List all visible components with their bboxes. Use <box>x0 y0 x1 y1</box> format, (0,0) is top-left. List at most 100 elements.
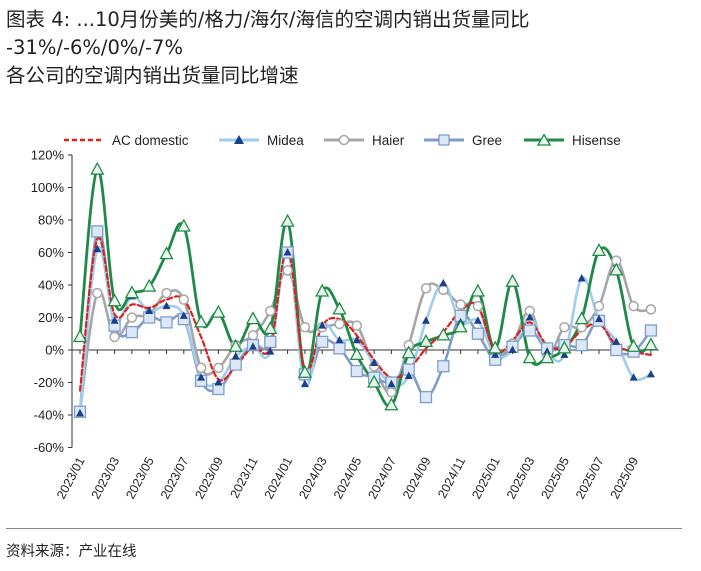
point-gree <box>471 327 485 340</box>
point-hisense <box>643 337 658 351</box>
point-hisense <box>315 283 330 297</box>
x-tick-label: 2023/09 <box>192 455 226 502</box>
point-hisense <box>367 374 382 388</box>
x-tick-label: 2023/03 <box>89 455 123 502</box>
x-tick-label: 2024/05 <box>331 455 365 502</box>
point-hisense <box>72 329 88 343</box>
point-haier <box>299 322 311 333</box>
point-haier <box>247 330 259 341</box>
point-midea <box>560 350 569 358</box>
point-hisense <box>591 243 607 257</box>
series-line-haier <box>78 259 653 414</box>
point-gree <box>419 390 433 404</box>
y-tick-label: 60% <box>38 245 64 260</box>
point-hisense <box>418 334 434 348</box>
point-haier <box>109 331 120 343</box>
point-hisense <box>626 338 641 352</box>
point-haier <box>472 300 484 312</box>
point-gree <box>316 335 329 349</box>
legend-label-ac-domestic: AC domestic <box>112 132 189 148</box>
y-tick-label: -60% <box>34 440 65 455</box>
x-tick-label: 2024/01 <box>262 455 296 502</box>
legend-label-midea: Midea <box>267 132 304 148</box>
title-line-3: 各公司的空调内销出货量同比增速 <box>6 64 299 87</box>
point-hisense <box>280 213 295 227</box>
legend-label-hisense: Hisense <box>572 132 621 148</box>
point-gree <box>523 324 536 337</box>
legend-item-hisense: Hisense <box>522 131 621 149</box>
point-hisense <box>211 304 226 318</box>
y-tick-label: -40% <box>34 408 65 423</box>
point-hisense <box>540 350 555 364</box>
point-hisense <box>505 273 520 287</box>
point-hisense <box>142 278 157 292</box>
point-midea <box>629 373 638 381</box>
chart-title: 图表 4: ...10月份美的/格力/海尔/海信的空调内销出货量同比 -31%/… <box>6 6 696 90</box>
point-gree <box>125 325 139 339</box>
point-gree <box>264 335 277 349</box>
x-tick-label: 2025/03 <box>504 455 538 502</box>
point-gree <box>575 338 588 352</box>
point-midea <box>387 379 396 388</box>
point-hisense <box>436 327 451 341</box>
point-gree <box>644 324 658 337</box>
y-tick-label: 0% <box>45 343 64 358</box>
x-tick-label: 2024/09 <box>400 455 434 502</box>
point-gree <box>350 364 363 378</box>
point-midea <box>404 371 413 379</box>
point-hisense <box>124 285 139 299</box>
x-tick-label: 2025/09 <box>608 455 642 502</box>
y-tick-label: 20% <box>38 310 64 325</box>
point-hisense <box>574 311 589 325</box>
point-midea <box>179 311 188 319</box>
point-midea <box>300 379 309 388</box>
legend-item-midea: Midea <box>217 131 304 149</box>
point-midea <box>370 358 379 366</box>
point-hisense <box>159 246 174 260</box>
point-hisense <box>401 345 416 359</box>
legend-item-ac-domestic: AC domestic <box>62 131 189 149</box>
point-haier <box>334 318 345 330</box>
series-line-hisense <box>78 168 653 408</box>
legend-swatch-gree <box>424 134 464 146</box>
point-midea <box>162 301 171 310</box>
legend-item-haier: Haier <box>322 131 404 149</box>
point-hisense <box>470 283 485 297</box>
legend-swatch-ac-domestic <box>64 138 104 142</box>
legend-swatch-hisense <box>524 133 564 146</box>
point-haier <box>265 305 276 317</box>
point-haier <box>126 312 138 323</box>
point-hisense <box>194 314 209 328</box>
point-hisense <box>332 301 347 315</box>
point-hisense <box>522 350 537 364</box>
x-tick-label: 2025/01 <box>469 455 503 502</box>
y-tick-label: -20% <box>34 375 65 390</box>
point-midea <box>145 306 154 314</box>
point-hisense <box>609 262 624 276</box>
point-haier <box>438 284 449 296</box>
point-midea <box>231 352 240 360</box>
legend-label-haier: Haier <box>372 132 405 148</box>
point-gree <box>229 358 242 371</box>
point-midea <box>76 408 84 417</box>
point-midea <box>577 274 586 282</box>
point-haier <box>559 322 570 333</box>
point-midea <box>646 369 655 378</box>
point-midea <box>335 335 344 344</box>
legend-label-gree: Gree <box>472 132 503 148</box>
point-midea <box>110 316 119 324</box>
point-gree <box>333 342 346 355</box>
point-midea <box>439 278 448 287</box>
point-hisense <box>245 311 261 325</box>
y-tick-label: 40% <box>38 278 64 293</box>
legend-swatch-midea <box>219 135 259 144</box>
point-midea <box>595 314 603 323</box>
y-tick-label: 100% <box>31 180 65 195</box>
y-tick-label: 120% <box>31 150 65 163</box>
point-midea <box>473 316 482 324</box>
point-midea <box>266 347 275 355</box>
legend-swatch-haier <box>324 134 364 146</box>
point-haier <box>195 362 207 374</box>
x-tick-label: 2025/07 <box>573 455 607 502</box>
point-midea <box>491 350 500 358</box>
